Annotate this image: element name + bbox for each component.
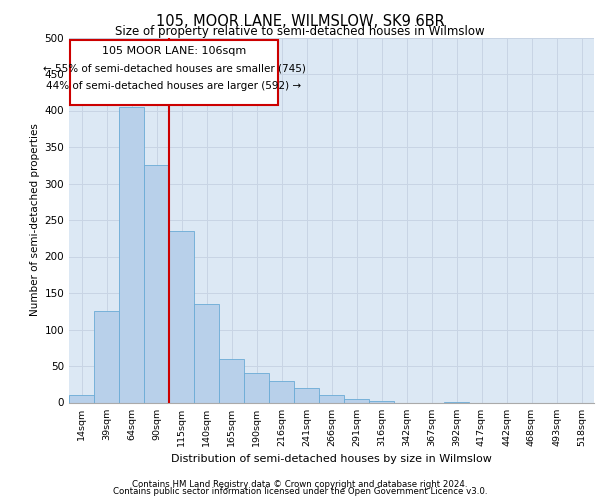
Bar bbox=[294, 388, 319, 402]
Text: Size of property relative to semi-detached houses in Wilmslow: Size of property relative to semi-detach… bbox=[115, 25, 485, 38]
Text: ← 55% of semi-detached houses are smaller (745): ← 55% of semi-detached houses are smalle… bbox=[43, 64, 305, 74]
Bar bbox=[244, 374, 269, 402]
Text: 105, MOOR LANE, WILMSLOW, SK9 6BR: 105, MOOR LANE, WILMSLOW, SK9 6BR bbox=[155, 14, 445, 29]
Text: 44% of semi-detached houses are larger (592) →: 44% of semi-detached houses are larger (… bbox=[46, 82, 302, 92]
Text: Contains public sector information licensed under the Open Government Licence v3: Contains public sector information licen… bbox=[113, 487, 487, 496]
Y-axis label: Number of semi-detached properties: Number of semi-detached properties bbox=[30, 124, 40, 316]
X-axis label: Distribution of semi-detached houses by size in Wilmslow: Distribution of semi-detached houses by … bbox=[171, 454, 492, 464]
Bar bbox=[169, 231, 194, 402]
Text: 105 MOOR LANE: 106sqm: 105 MOOR LANE: 106sqm bbox=[102, 46, 246, 56]
Text: Contains HM Land Registry data © Crown copyright and database right 2024.: Contains HM Land Registry data © Crown c… bbox=[132, 480, 468, 489]
Bar bbox=[269, 380, 294, 402]
FancyBboxPatch shape bbox=[70, 40, 278, 106]
Bar bbox=[344, 399, 369, 402]
Bar bbox=[319, 395, 344, 402]
Bar bbox=[369, 401, 394, 402]
Bar bbox=[219, 358, 244, 403]
Bar bbox=[94, 311, 119, 402]
Bar bbox=[69, 395, 94, 402]
Bar bbox=[144, 165, 169, 402]
Bar bbox=[194, 304, 219, 402]
Bar bbox=[119, 107, 144, 403]
